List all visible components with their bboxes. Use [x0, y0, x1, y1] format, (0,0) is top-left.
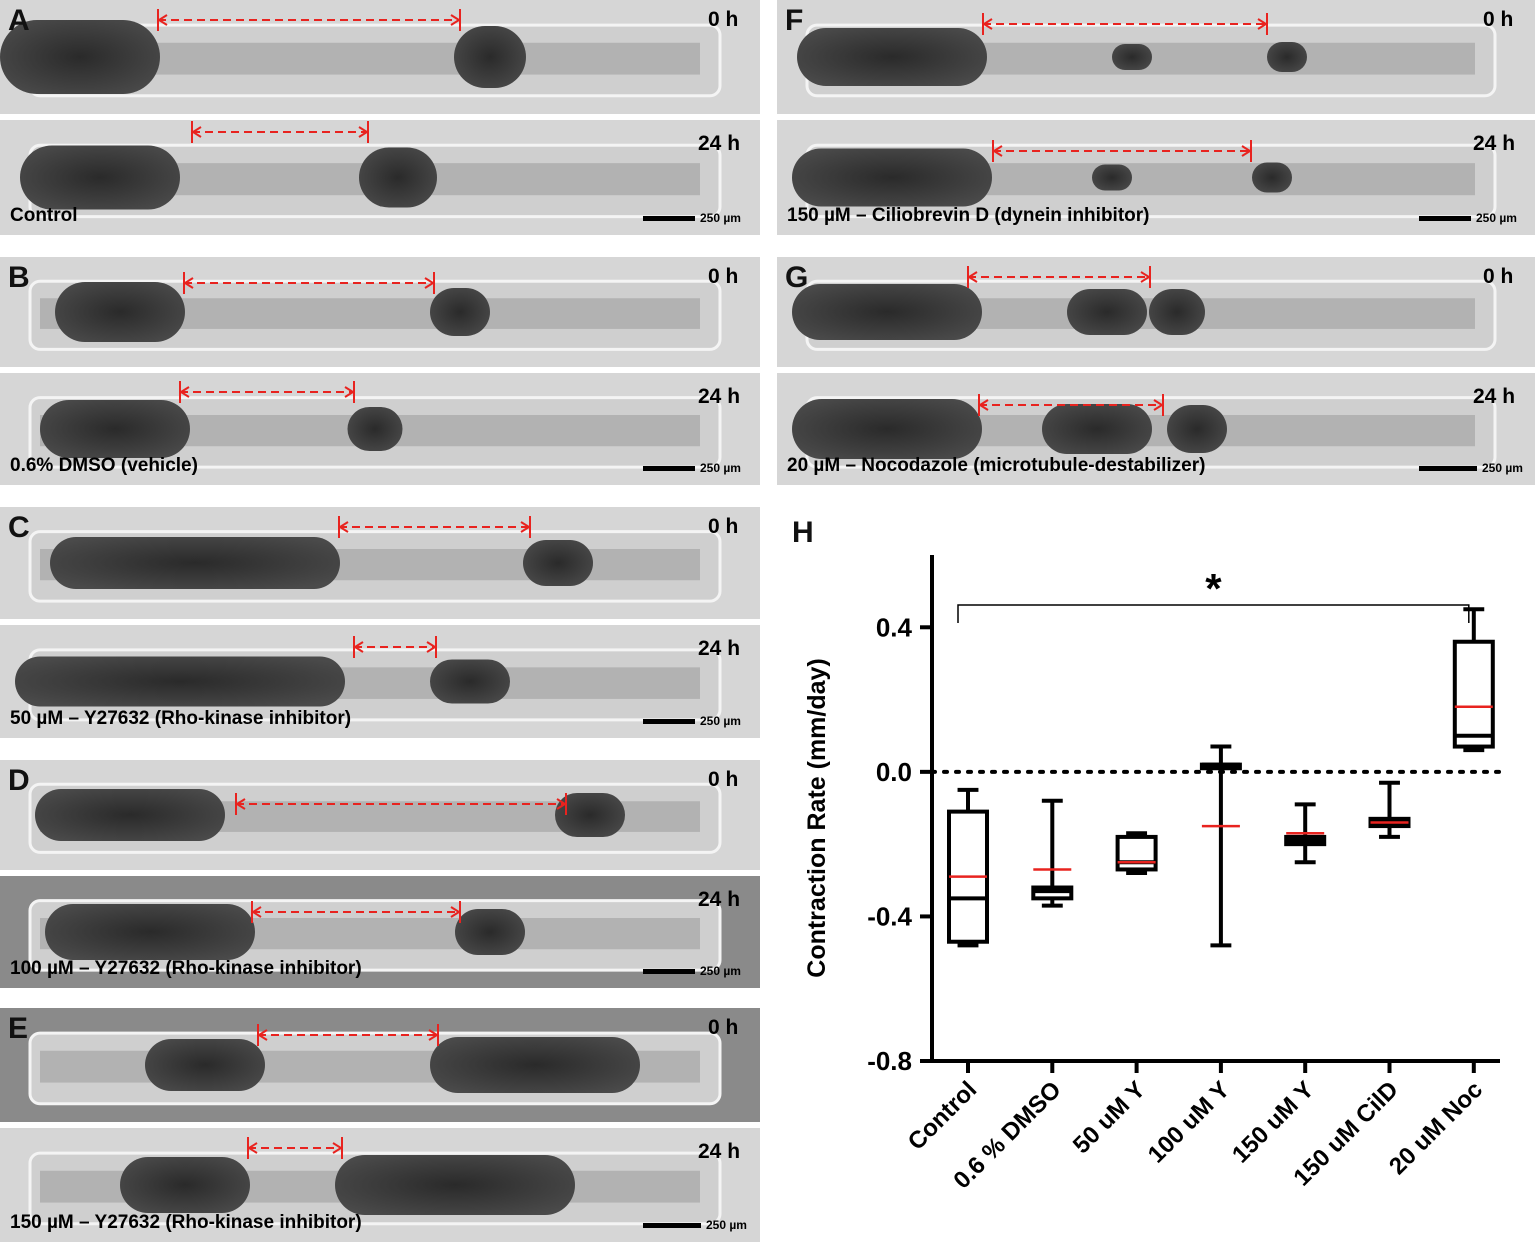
micrograph-0h [777, 257, 1535, 367]
condition-label: 50 µM – Y27632 (Rho-kinase inhibitor) [10, 708, 352, 729]
micrograph-0h [0, 257, 760, 367]
x-tick-label: 100 uM Y [1143, 1076, 1235, 1168]
x-tick-label: 50 uM Y [1068, 1076, 1151, 1159]
y-tick-label: -0.4 [867, 901, 912, 931]
micrograph-24h [0, 1128, 760, 1242]
distance-arrow-24h [353, 636, 437, 658]
scale-bar [643, 719, 695, 724]
time-label-24h: 24 h [698, 1140, 741, 1163]
time-label-0h: 0 h [1483, 265, 1514, 288]
micrograph-panel-b: B 0 h 24 h 0.6% DMSO (vehicle) 250 µm [0, 257, 760, 485]
scale-bar-label: 250 µm [1482, 461, 1523, 475]
box-4 [1284, 802, 1327, 865]
time-label-24h: 24 h [698, 132, 741, 155]
distance-arrow-0h [338, 516, 531, 538]
micrograph-0h [0, 1008, 760, 1122]
distance-arrow-24h [179, 381, 355, 403]
distance-arrow-0h [157, 9, 461, 31]
time-label-24h: 24 h [698, 888, 741, 911]
condition-label: 150 µM – Y27632 (Rho-kinase inhibitor) [10, 1212, 362, 1233]
scale-bar-label: 250 µm [700, 461, 741, 475]
distance-arrow-24h [992, 140, 1252, 162]
scale-bar-label: 250 µm [700, 211, 741, 225]
time-label-0h: 0 h [708, 8, 739, 31]
micrograph-24h [0, 876, 760, 988]
micrograph-panel-a: A 0 h 24 h Control 250 µm [0, 0, 760, 235]
x-tick-label: Control [903, 1076, 982, 1155]
panel-letter: A [8, 4, 30, 37]
distance-arrow-24h [978, 394, 1164, 416]
condition-label: Control [10, 205, 78, 226]
condition-label: 20 µM – Nocodazole (microtubule-destabil… [787, 455, 1206, 476]
distance-arrow-24h [191, 121, 369, 143]
time-label-24h: 24 h [698, 385, 741, 408]
significance-bracket [957, 604, 1470, 623]
micrograph-24h [0, 625, 760, 738]
distance-arrow-0h [967, 266, 1151, 288]
scale-bar-label: 250 µm [1476, 211, 1517, 225]
y-tick-label: 0.0 [876, 757, 912, 787]
box-3 [1199, 744, 1242, 948]
panel-letter: B [8, 261, 30, 294]
panel-letter: F [785, 4, 804, 37]
distance-arrow-24h [247, 1137, 343, 1159]
micrograph-0h [0, 760, 760, 870]
y-tick-label: -0.8 [867, 1046, 912, 1076]
time-label-24h: 24 h [1473, 385, 1516, 408]
time-label-0h: 0 h [708, 768, 739, 791]
micrograph-24h [0, 120, 760, 235]
micrograph-panel-c: C 0 h 24 h 50 µM – Y27632 (Rho-kinase inhib… [0, 507, 760, 738]
scale-bar-label: 250 µm [700, 714, 741, 728]
significance-asterisk: * [1205, 565, 1222, 612]
box-1 [1031, 798, 1074, 908]
box-iqr [1115, 834, 1158, 872]
box-5 [1368, 780, 1411, 839]
time-label-0h: 0 h [1483, 8, 1514, 31]
micrograph-panel-f: F 0 h 24 h 150 µM – Ciliobrevin D (dynein i… [777, 0, 1535, 235]
time-label-24h: 24 h [698, 637, 741, 660]
micrograph-24h [777, 120, 1535, 235]
micrograph-24h [777, 373, 1535, 485]
distance-arrow-0h [183, 272, 435, 294]
distance-arrow-24h [251, 901, 461, 923]
condition-label: 0.6% DMSO (vehicle) [10, 455, 198, 476]
panel-letter: C [8, 511, 30, 544]
condition-label: 150 µM – Ciliobrevin D (dynein inhibitor… [787, 205, 1150, 226]
scale-bar [643, 466, 695, 471]
panel-letter: H [792, 516, 814, 549]
scale-bar-label: 250 µm [700, 964, 741, 978]
micrograph-0h [777, 0, 1535, 114]
micrograph-panel-d: D 0 h 24 h 100 µM – Y27632 (Rho-kinase inhi… [0, 760, 760, 988]
condition-label: 100 µM – Y27632 (Rho-kinase inhibitor) [10, 958, 362, 979]
scale-bar [643, 216, 695, 221]
distance-arrow-0h [982, 13, 1268, 35]
time-label-0h: 0 h [708, 515, 739, 538]
distance-arrow-0h [257, 1024, 439, 1046]
micrograph-panel-g: G 0 h 24 h 20 µM – Nocodazole (microtubule-… [777, 257, 1535, 485]
micrograph-24h [0, 373, 760, 485]
box-6 [1452, 607, 1495, 753]
scale-bar [643, 969, 695, 974]
scale-bar [1419, 216, 1471, 221]
box-plot-svg: H -0.8 -0.4 0.0 0.4 Contraction Rate (mm/day)… [792, 516, 1502, 1194]
distance-arrow-0h [235, 793, 567, 815]
time-label-0h: 0 h [708, 265, 739, 288]
box-iqr [1452, 639, 1495, 749]
scale-bar [643, 1223, 701, 1228]
scale-bar [1419, 466, 1477, 471]
panel-letter: G [785, 261, 809, 294]
y-tick-label: 0.4 [876, 612, 913, 642]
y-axis-label: Contraction Rate (mm/day) [803, 658, 831, 977]
micrograph-panel-e: E 0 h 24 h 150 µM – Y27632 (Rho-kinase inhi… [0, 1008, 760, 1242]
panel-letter: E [8, 1012, 29, 1045]
scale-bar-label: 250 µm [706, 1218, 747, 1232]
box-0 [947, 787, 989, 948]
box-2 [1115, 831, 1158, 876]
time-label-0h: 0 h [708, 1016, 739, 1039]
panel-letter: D [8, 764, 30, 797]
box-plot-chart: H -0.8 -0.4 0.0 0.4 Contraction Rate (mm/day)… [780, 500, 1535, 1242]
micrograph-0h [0, 507, 760, 619]
time-label-24h: 24 h [1473, 132, 1516, 155]
